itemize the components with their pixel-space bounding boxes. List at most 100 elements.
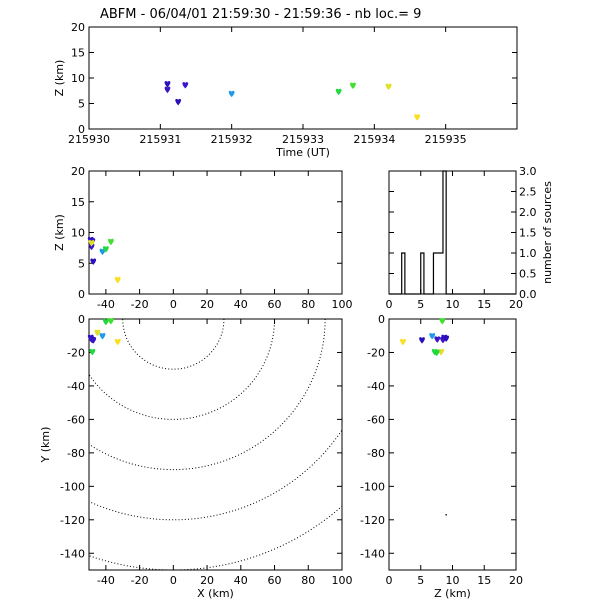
- time-height-xtick-label: 215930: [68, 133, 110, 146]
- z-y-view-point: [438, 348, 444, 356]
- z-y-view-ytick-label: 0: [378, 313, 385, 326]
- panels-layer: 215930 215931 215932 215933 215934 215935 0 5 10…: [39, 21, 555, 600]
- plan-view-xtick-label: 100: [332, 574, 353, 587]
- x-height-ytick-label: 5: [78, 257, 85, 270]
- plan-view-ytick-label: -80: [67, 447, 85, 460]
- plan-view-ytick-label: -120: [60, 514, 85, 527]
- x-height-xtick-label: -20: [131, 298, 149, 311]
- plan-view-xtick-label: -20: [131, 574, 149, 587]
- plan-view-ytick-label: -60: [67, 413, 85, 426]
- plan-view-ytick-label: -20: [67, 346, 85, 359]
- plan-view-ytick-label: -100: [60, 480, 85, 493]
- z-y-view-xtick-label: 15: [477, 574, 491, 587]
- z-y-view-xtick-label: 10: [446, 574, 460, 587]
- time-height-xtick-label: 215932: [211, 133, 253, 146]
- x-height-xtick-label: 40: [234, 298, 248, 311]
- z-y-view-point: [434, 336, 441, 343]
- plan-view-xtick-label: 60: [268, 574, 282, 587]
- z-y-view-point: [419, 337, 425, 344]
- x-height-xtick-label: 60: [268, 298, 282, 311]
- time-height-ytick-label: 5: [78, 98, 85, 111]
- x-height-ytick-label: 15: [71, 196, 85, 209]
- plan-view-xlabel: X (km): [197, 587, 234, 600]
- plan-view-point: [102, 318, 109, 326]
- time-height-axes: 215930 215931 215932 215933 215934 215935 0 5 10…: [53, 21, 518, 159]
- time-height-xlabel: Time (UT): [275, 146, 330, 159]
- height-histogram-xtick-label: 15: [477, 298, 491, 311]
- z-y-view-xtick-label: 20: [509, 574, 523, 587]
- x-height-xtick-label: 0: [170, 298, 177, 311]
- x-height-point: [114, 276, 121, 284]
- z-y-isolated-point: [445, 513, 447, 516]
- height-histogram-ytick-label: 1.5: [519, 227, 537, 240]
- plan-view-points: [87, 317, 121, 356]
- z-y-view-ytick-label: -100: [360, 480, 385, 493]
- time-height-point: [175, 98, 182, 106]
- x-height-point: [88, 239, 95, 247]
- z-y-view-point: [429, 332, 436, 340]
- plan-view-xtick-label: 20: [200, 574, 214, 587]
- time-height-point: [335, 88, 342, 96]
- x-height-frame: [88, 170, 343, 295]
- time-height-ytick-label: 0: [78, 123, 85, 136]
- z-y-view-frame: [388, 318, 517, 571]
- time-height-point: [414, 114, 421, 121]
- time-height-point: [385, 83, 392, 91]
- plan-view-xtick-label: 80: [301, 574, 315, 587]
- x-height-point: [102, 246, 109, 253]
- time-height-points: [164, 81, 421, 121]
- z-y-view-point: [443, 335, 450, 342]
- plan-view-ytick-label: -40: [67, 380, 85, 393]
- time-height-point: [182, 82, 189, 89]
- height-histogram-steps: [389, 170, 516, 295]
- time-height-xtick-label: 215934: [353, 133, 395, 146]
- height-histogram-ytick-label: 0.5: [519, 268, 537, 281]
- x-height-ytick-label: 20: [71, 165, 85, 178]
- plan-view-point: [89, 348, 96, 356]
- x-height-points: [87, 236, 121, 284]
- time-height-ytick-label: 10: [71, 72, 85, 85]
- plan-view-point: [89, 336, 96, 344]
- z-y-view-ytick-label: -40: [367, 380, 385, 393]
- time-height-ytick-label: 15: [71, 47, 85, 60]
- x-height-ytick-label: 10: [71, 227, 85, 240]
- plan-view-axes: -40 -20 0 20 40 60 80 100 -140 -120 -100 -80 -60 -40 -…: [39, 313, 353, 600]
- time-height-point: [228, 90, 235, 98]
- plan-view-point: [114, 338, 121, 346]
- z-y-view-point: [439, 317, 446, 325]
- z-y-view-point: [400, 338, 406, 346]
- z-y-view-ytick-label: -140: [360, 547, 385, 560]
- x-height-point: [108, 238, 114, 246]
- plan-view-xtick-label: 40: [234, 574, 248, 587]
- figure-title: ABFM - 06/04/01 21:59:30 - 21:59:36 - nb…: [100, 7, 421, 22]
- z-y-view-xtick-label: 5: [417, 574, 424, 587]
- plan-view-point: [99, 332, 106, 340]
- range-ring: [89, 319, 326, 471]
- time-height-ylabel: Z (km): [53, 60, 66, 97]
- height-histogram-ytick-label: 0.0: [519, 288, 537, 301]
- plan-view-xtick-label: -40: [97, 574, 115, 587]
- time-height-point: [164, 81, 171, 88]
- z-y-view-ytick-label: -120: [360, 514, 385, 527]
- height-histogram-ylabel: number of sources: [541, 181, 554, 284]
- z-y-view-ytick-label: -60: [367, 413, 385, 426]
- height-histogram-xtick-label: 10: [446, 298, 460, 311]
- z-y-view-point: [433, 349, 440, 357]
- z-y-view-ytick-label: -20: [367, 346, 385, 359]
- plan-view-ytick-label: 0: [78, 313, 85, 326]
- plan-view-ylabel: Y (km): [39, 427, 52, 464]
- height-histogram-xtick-label: 0: [386, 298, 393, 311]
- plan-view-xtick-label: 0: [170, 574, 177, 587]
- height-histogram-ytick-label: 2.0: [519, 206, 537, 219]
- x-height-xtick-label: -40: [97, 298, 115, 311]
- time-height-xtick-label: 215931: [139, 133, 181, 146]
- height-histogram-axes: 0 5 10 15 200.0 0.5 1.0 1.5 2.0 2.5 3.0 number of s…: [386, 165, 555, 311]
- time-height-ytick-label: 20: [71, 21, 85, 34]
- height-histogram-ytick-label: 3.0: [519, 165, 537, 178]
- plan-view-ytick-label: -140: [60, 547, 85, 560]
- x-height-ytick-label: 0: [78, 288, 85, 301]
- x-height-axes: -40 -20 0 20 40 60 80 100 0 5 10 15 20 Z (km): [53, 165, 353, 311]
- z-y-view-axes: 0 5 10 15 20 -140 -120 -100 -80 -60 -40 -20 0 Z (km): [360, 313, 523, 600]
- height-histogram-xtick-label: 5: [417, 298, 424, 311]
- height-histogram-xtick-label: 20: [509, 298, 523, 311]
